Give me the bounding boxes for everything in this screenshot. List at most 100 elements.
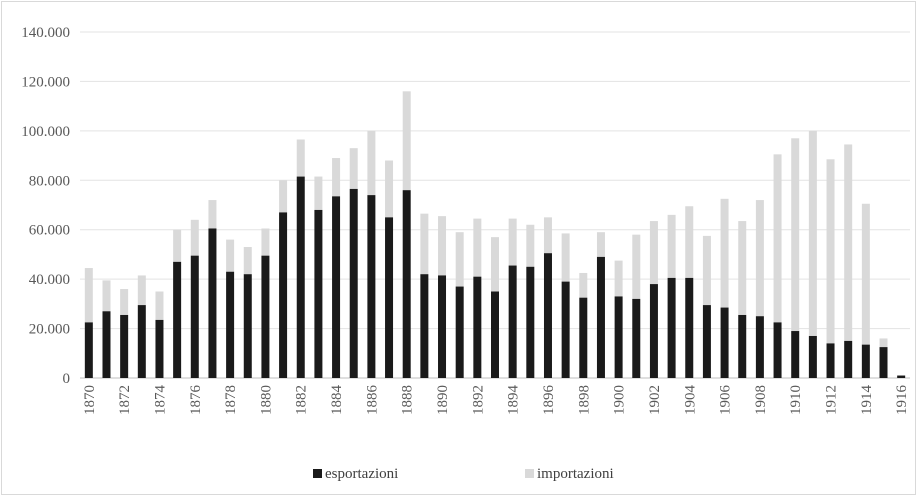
bar-importazioni-1879	[243, 247, 252, 275]
bar-esportazioni-1883	[314, 209, 323, 378]
bar-importazioni-1908	[755, 200, 764, 317]
bar-importazioni-1891	[455, 232, 464, 287]
bar-esportazioni-1893	[491, 291, 499, 378]
bar-esportazioni-1879	[243, 274, 252, 378]
bar-importazioni-1888	[402, 91, 411, 191]
bar-esportazioni-1885	[349, 188, 358, 378]
bar-importazioni-1911	[808, 130, 817, 336]
x-tick-label: 1910	[788, 385, 804, 415]
x-tick-label: 1876	[188, 385, 204, 416]
gridlines	[80, 31, 910, 379]
legend-label-esportazioni: esportazioni	[325, 466, 398, 482]
x-tick-label: 1894	[506, 385, 522, 416]
y-tick-label: 120.000	[21, 74, 70, 90]
bar-importazioni-1912	[826, 159, 835, 344]
bar-esportazioni-1876	[190, 255, 199, 378]
bar-esportazioni-1897	[561, 281, 570, 378]
bar-importazioni-1901	[632, 234, 641, 299]
bar-esportazioni-1877	[208, 228, 217, 378]
bar-esportazioni-1900	[614, 296, 623, 378]
x-tick-label: 1912	[824, 385, 840, 415]
bar-esportazioni-1875	[173, 261, 182, 378]
bar-importazioni-1878	[226, 239, 235, 272]
x-axis: 1870 1872 1874 1876 1878 1880 1882 1884 1886 1888…	[82, 385, 910, 416]
bar-importazioni-1871	[102, 280, 111, 312]
bar-esportazioni-1889	[420, 274, 429, 378]
bar-importazioni-1883	[314, 176, 323, 210]
bar-importazioni-1872	[120, 289, 129, 315]
x-tick-label: 1904	[682, 385, 698, 416]
x-tick-label: 1890	[435, 385, 451, 415]
bar-importazioni-1892	[473, 218, 482, 277]
bar-esportazioni-1916	[897, 375, 906, 378]
bar-esportazioni-1913	[844, 340, 853, 378]
bar-esportazioni-1903	[667, 277, 676, 378]
bar-esportazioni-1908	[755, 316, 764, 378]
x-tick-label: 1872	[117, 385, 133, 415]
bar-importazioni-1875	[173, 229, 182, 262]
y-tick-label: 0	[63, 371, 71, 387]
legend-label-importazioni: importazioni	[537, 466, 614, 482]
x-tick-label: 1886	[364, 385, 380, 416]
bar-importazioni-1915	[879, 338, 888, 348]
bar-esportazioni-1873	[137, 305, 146, 378]
bar-esportazioni-1881	[279, 212, 288, 378]
bar-esportazioni-1894	[508, 265, 517, 378]
bar-esportazioni-1880	[261, 255, 270, 378]
bar-importazioni-1900	[614, 260, 623, 297]
bar-importazioni-1898	[579, 272, 588, 298]
bar-importazioni-1876	[190, 219, 199, 256]
bar-esportazioni-1892	[473, 276, 482, 378]
bar-importazioni-1903	[667, 214, 676, 278]
bar-importazioni-1886	[367, 130, 376, 196]
bar-esportazioni-1884	[332, 196, 341, 378]
bar-esportazioni-1888	[402, 190, 411, 378]
bar-esportazioni-1872	[120, 314, 129, 378]
bar-esportazioni-1891	[455, 286, 464, 378]
bars	[84, 91, 906, 378]
bar-importazioni-1913	[844, 144, 853, 341]
legend: esportazioni importazioni	[313, 466, 614, 482]
y-tick-label: 140.000	[21, 25, 70, 41]
bar-importazioni-1895	[526, 224, 535, 267]
bar-importazioni-1907	[738, 221, 747, 315]
bar-importazioni-1882	[296, 139, 305, 177]
bar-importazioni-1910	[791, 138, 800, 332]
bar-esportazioni-1902	[649, 284, 658, 378]
bar-esportazioni-1895	[526, 266, 535, 378]
bar-importazioni-1914	[861, 203, 870, 345]
bar-esportazioni-1915	[879, 347, 888, 378]
bar-importazioni-1909	[773, 154, 782, 323]
bar-importazioni-1887	[385, 160, 394, 218]
x-tick-label: 1900	[612, 385, 628, 415]
bar-esportazioni-1887	[385, 217, 394, 378]
y-axis: 0 20.000 40.000 60.000 80.000 100.000 120.000 1…	[21, 25, 70, 387]
bar-esportazioni-1909	[773, 322, 782, 378]
bar-importazioni-1870	[84, 268, 93, 323]
y-tick-label: 80.000	[29, 173, 70, 189]
y-tick-label: 60.000	[29, 223, 70, 239]
bar-importazioni-1906	[720, 198, 729, 308]
bar-esportazioni-1907	[738, 314, 747, 378]
bar-importazioni-1896	[543, 217, 552, 254]
bar-esportazioni-1904	[685, 277, 694, 378]
x-tick-label: 1898	[576, 385, 592, 415]
x-tick-label: 1874	[152, 385, 168, 416]
bar-esportazioni-1874	[155, 319, 164, 378]
bar-esportazioni-1870	[84, 322, 93, 378]
bar-importazioni-1897	[561, 233, 570, 282]
bar-importazioni-1885	[349, 148, 358, 189]
x-tick-label: 1902	[647, 385, 663, 415]
bar-esportazioni-1896	[543, 253, 552, 378]
bar-esportazioni-1914	[861, 344, 870, 378]
bar-esportazioni-1890	[438, 275, 447, 378]
x-tick-label: 1882	[294, 385, 310, 415]
bar-importazioni-1889	[420, 213, 429, 275]
bar-esportazioni-1905	[702, 305, 711, 378]
x-tick-label: 1896	[541, 385, 557, 416]
y-tick-label: 100.000	[21, 124, 70, 140]
bar-esportazioni-1878	[226, 271, 235, 378]
bar-importazioni-1899	[596, 232, 605, 257]
x-tick-label: 1916	[894, 385, 910, 416]
